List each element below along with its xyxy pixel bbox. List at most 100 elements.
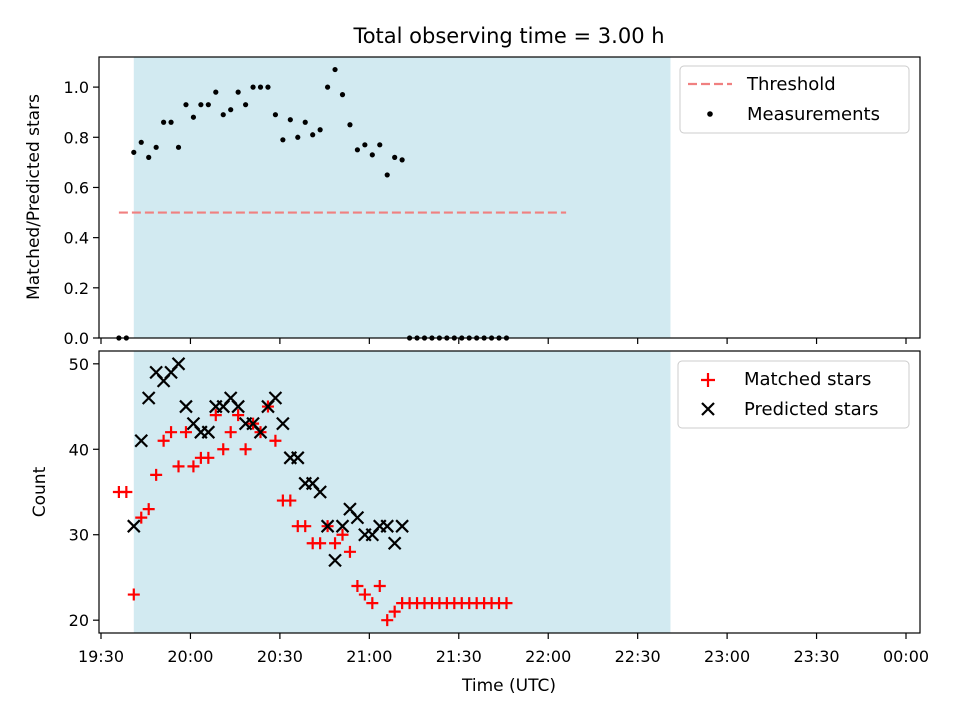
matched-star-point <box>358 588 371 601</box>
ratio-legend: Threshold Measurements <box>679 65 910 134</box>
measurement-point <box>339 92 346 98</box>
matched-star-point <box>500 597 513 610</box>
predicted-star-point <box>380 519 394 533</box>
matched-star-point <box>239 443 252 456</box>
measurement-point <box>272 112 279 118</box>
measurement-point <box>324 84 331 90</box>
observing-span-shade-top <box>133 57 671 338</box>
measurement-point <box>161 119 167 125</box>
matched-star-point <box>172 460 185 473</box>
matched-star-point <box>336 528 349 541</box>
measurement-point <box>205 102 211 108</box>
measurement-point <box>168 119 174 125</box>
legend-measurements-swatch <box>707 111 713 117</box>
legend-predicted-swatch <box>701 402 715 416</box>
predicted-star-point <box>171 357 186 371</box>
matched-star-point <box>284 494 297 507</box>
counts-panel: 20 30 40 50 19:30 20:00 20:30 21:00 21:30 22:00 2… <box>30 350 929 696</box>
matched-star-point <box>127 588 140 601</box>
matched-star-point <box>157 434 170 447</box>
legend-threshold-label: Threshold <box>746 74 836 95</box>
measurement-point <box>310 132 316 138</box>
predicted-star-point <box>127 519 141 533</box>
counts-axes-frame <box>98 350 921 634</box>
time-x-tick-label: 22:00 <box>525 647 571 666</box>
matched-star-point <box>232 409 245 422</box>
counts-legend-box <box>677 360 910 429</box>
measurement-point <box>220 112 226 118</box>
measurement-point <box>287 117 293 123</box>
predicted-star-point <box>313 485 327 499</box>
matched-star-point <box>209 409 222 422</box>
predicted-star-point <box>276 416 290 431</box>
time-x-tick-label: 21:30 <box>436 647 482 666</box>
measurement-point <box>228 107 234 113</box>
matched-star-point <box>217 443 230 456</box>
count-y-tick-label: 20 <box>69 611 89 630</box>
matched-stars-points <box>112 400 513 627</box>
matched-star-point <box>269 434 282 447</box>
time-x-axis-ticks: 19:30 20:00 20:30 21:00 21:30 22:00 22:30 23:00… <box>78 633 929 666</box>
measurement-point <box>302 119 308 125</box>
matched-star-point <box>224 426 237 439</box>
measurement-point <box>235 89 241 95</box>
ratio-panel: 0.0 0.2 0.4 0.6 0.8 1.0 Matched/Predicted sta… <box>24 56 921 348</box>
measurement-point <box>146 154 152 160</box>
measurement-point <box>183 102 189 108</box>
ratio-y-tick-label: 0.2 <box>64 279 89 298</box>
ratio-y-tick-label: 0.6 <box>64 178 89 197</box>
predicted-star-point <box>134 433 149 448</box>
ratio-y-tick-label: 0.4 <box>64 229 89 248</box>
observing-span-shade-bottom <box>133 351 671 633</box>
matched-star-point <box>388 605 401 618</box>
measurement-point <box>377 142 383 148</box>
time-x-tick-label: 23:30 <box>794 647 840 666</box>
time-x-tick-label: 19:30 <box>78 647 124 666</box>
measurement-point <box>198 102 204 108</box>
matched-star-point <box>202 451 215 464</box>
time-x-tick-label: 20:00 <box>167 647 213 666</box>
measurement-point <box>257 84 264 90</box>
matched-star-point <box>299 520 312 533</box>
measurement-point <box>317 127 323 133</box>
predicted-star-point <box>335 519 350 533</box>
matched-star-point <box>179 426 192 439</box>
count-y-tick-label: 40 <box>69 440 89 459</box>
matched-star-point <box>351 580 364 592</box>
legend-matched-label: Matched stars <box>744 369 871 390</box>
ratio-y-axis-ticks: 0.0 0.2 0.4 0.6 0.8 1.0 <box>64 78 99 348</box>
matched-star-point <box>120 486 133 498</box>
matched-star-point <box>329 537 342 550</box>
ratio-legend-box <box>679 65 910 134</box>
predicted-star-point <box>350 510 365 525</box>
measurement-point <box>243 102 249 108</box>
matched-star-point <box>165 426 178 439</box>
matched-star-point <box>373 580 386 592</box>
predicted-star-point <box>395 519 409 533</box>
measurement-point <box>265 84 271 90</box>
matched-star-point <box>150 468 163 481</box>
ratio-y-tick-label: 0.0 <box>64 329 89 348</box>
measurement-point <box>175 144 182 150</box>
matched-star-point <box>135 511 148 524</box>
measurement-point <box>362 142 368 148</box>
predicted-star-point <box>328 553 342 568</box>
measurement-point <box>280 137 286 143</box>
predicted-star-point <box>320 519 335 533</box>
count-y-axis-ticks: 20 30 40 50 <box>69 355 99 630</box>
legend-measurements-label: Measurements <box>747 104 880 125</box>
predicted-star-point <box>201 425 216 439</box>
measurement-point <box>354 147 361 153</box>
measurement-point <box>190 114 197 120</box>
legend-matched-swatch <box>701 373 715 387</box>
ratio-y-tick-label: 1.0 <box>64 78 89 97</box>
predicted-star-point <box>387 536 402 551</box>
predicted-star-point <box>141 391 156 405</box>
matched-star-point <box>366 597 379 610</box>
measurement-point <box>138 139 144 145</box>
count-y-tick-label: 30 <box>69 526 89 545</box>
matched-star-point <box>142 503 155 516</box>
time-x-tick-label: 00:00 <box>883 647 929 666</box>
time-x-tick-label: 21:00 <box>346 647 392 666</box>
